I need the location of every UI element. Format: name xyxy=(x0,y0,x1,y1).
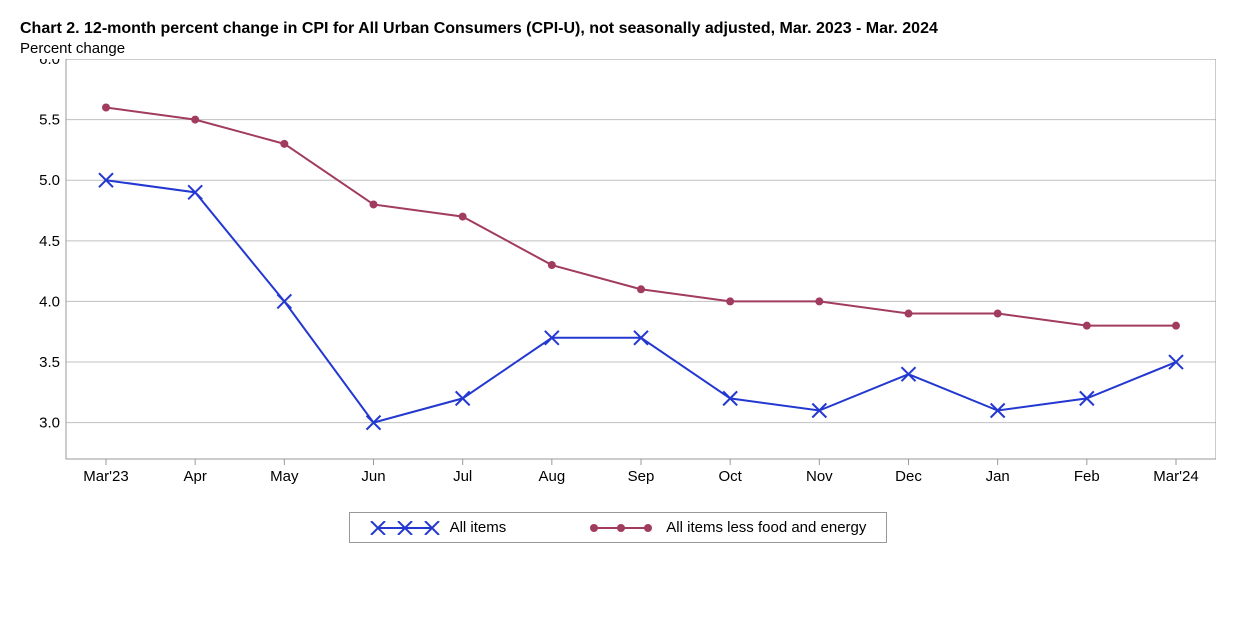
x-tick-label: Aug xyxy=(538,468,565,485)
y-tick-label: 4.0 xyxy=(39,293,60,310)
x-tick-label: May xyxy=(270,468,299,485)
marker-circle-icon xyxy=(548,261,556,269)
legend-label: All items xyxy=(450,519,507,536)
marker-circle-icon xyxy=(1083,322,1091,330)
x-tick-label: Dec xyxy=(895,468,922,485)
chart-title: Chart 2. 12-month percent change in CPI … xyxy=(20,20,1216,38)
legend-swatch xyxy=(370,521,440,535)
legend-wrapper: All items All items less food and energy xyxy=(20,512,1216,543)
x-tick-label: Jun xyxy=(361,468,385,485)
legend-item: All items less food and energy xyxy=(586,519,866,536)
legend-swatch xyxy=(586,521,656,535)
marker-circle-icon xyxy=(815,297,823,305)
x-tick-label: Oct xyxy=(718,468,742,485)
marker-circle-icon xyxy=(102,103,110,111)
x-tick-label: Feb xyxy=(1074,468,1100,485)
legend-label: All items less food and energy xyxy=(666,519,866,536)
x-tick-label: Nov xyxy=(806,468,833,485)
marker-circle-icon xyxy=(1172,322,1180,330)
marker-circle-icon xyxy=(637,285,645,293)
plot-svg: 3.0 3.5 4.0 4.5 5.0 5.5 6.0 Mar'23 Apr May Jun Jul A… xyxy=(20,59,1216,499)
marker-circle-icon xyxy=(726,297,734,305)
marker-circle-icon xyxy=(905,310,913,318)
y-axis-title: Percent change xyxy=(20,40,1216,57)
x-tick-label: Jan xyxy=(986,468,1010,485)
x-tick-label: Mar'23 xyxy=(83,468,128,485)
marker-circle-icon xyxy=(370,200,378,208)
marker-circle-icon xyxy=(280,140,288,148)
x-tick-label: Jul xyxy=(453,468,472,485)
plot-border xyxy=(66,59,1216,459)
x-tick-label: Apr xyxy=(183,468,206,485)
marker-circle-icon xyxy=(459,213,467,221)
y-tick-label: 5.0 xyxy=(39,172,60,189)
legend-box: All items All items less food and energy xyxy=(349,512,888,543)
y-tick-label: 5.5 xyxy=(39,112,60,129)
y-tick-label: 4.5 xyxy=(39,233,60,250)
chart-container: Chart 2. 12-month percent change in CPI … xyxy=(20,20,1216,543)
y-tick-label: 3.5 xyxy=(39,354,60,371)
y-tick-label: 3.0 xyxy=(39,415,60,432)
legend-item: All items xyxy=(370,519,507,536)
x-tick-label: Mar'24 xyxy=(1153,468,1198,485)
marker-circle-icon xyxy=(191,116,199,124)
series-group xyxy=(102,103,1180,329)
marker-circle-icon xyxy=(994,310,1002,318)
y-tick-label: 6.0 xyxy=(39,59,60,68)
plot-wrapper: 3.0 3.5 4.0 4.5 5.0 5.5 6.0 Mar'23 Apr May Jun Jul A… xyxy=(20,59,1216,504)
x-tick-label: Sep xyxy=(628,468,655,485)
